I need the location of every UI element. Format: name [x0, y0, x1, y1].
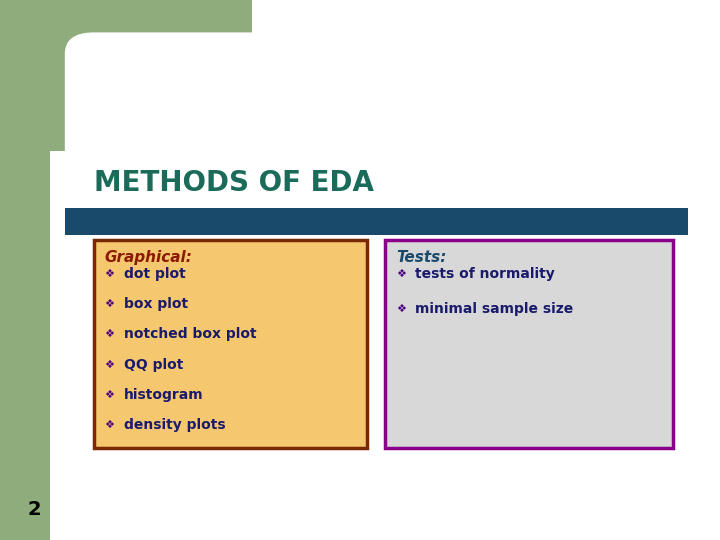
Text: ❖: ❖: [396, 304, 406, 314]
Bar: [94, 240, 367, 448]
Text: ❖: ❖: [104, 360, 114, 369]
Text: ❖: ❖: [396, 269, 406, 279]
Text: ❖: ❖: [104, 390, 114, 400]
Text: ❖: ❖: [104, 329, 114, 339]
Text: minimal sample size: minimal sample size: [415, 302, 574, 316]
Text: box plot: box plot: [124, 297, 188, 311]
Text: METHODS OF EDA: METHODS OF EDA: [94, 169, 374, 197]
Text: ❖: ❖: [104, 299, 114, 309]
FancyBboxPatch shape: [65, 32, 706, 508]
Text: 2: 2: [27, 501, 41, 519]
Text: Tests:: Tests:: [396, 250, 446, 265]
Text: tests of normality: tests of normality: [415, 267, 555, 281]
Bar: [385, 240, 673, 448]
Bar: [65, 208, 688, 235]
Text: notched box plot: notched box plot: [124, 327, 256, 341]
Bar: [0, 151, 50, 540]
Text: density plots: density plots: [124, 418, 225, 432]
Text: Graphical:: Graphical:: [104, 250, 192, 265]
Text: QQ plot: QQ plot: [124, 357, 183, 372]
Bar: [0, 0, 252, 151]
Text: histogram: histogram: [124, 388, 204, 402]
Text: dot plot: dot plot: [124, 267, 186, 281]
Text: ❖: ❖: [104, 269, 114, 279]
Text: ❖: ❖: [104, 420, 114, 430]
